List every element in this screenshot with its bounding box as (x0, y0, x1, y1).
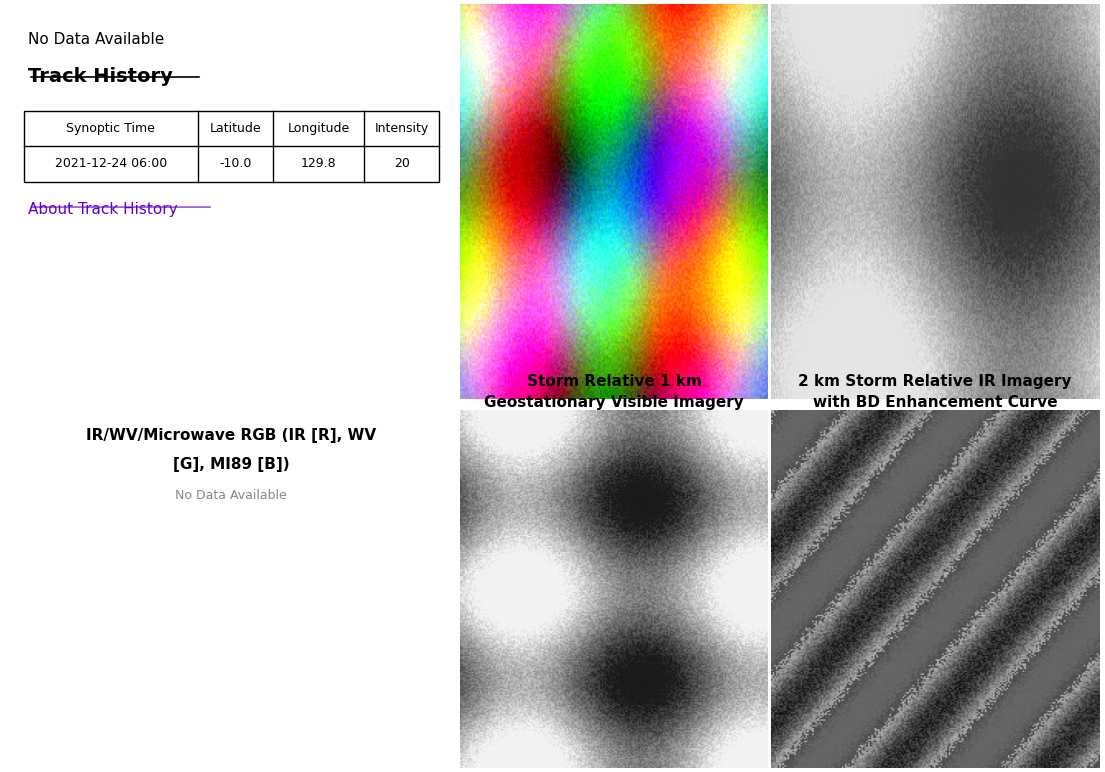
Text: Track History: Track History (28, 67, 173, 86)
Text: IR/WV/Microwave RGB (IR [R], WV: IR/WV/Microwave RGB (IR [R], WV (86, 428, 377, 443)
Text: Latitude: Latitude (210, 122, 261, 135)
Text: No Data Available: No Data Available (28, 32, 165, 46)
Text: Synoptic Time: Synoptic Time (66, 122, 156, 135)
Text: Geostationary Visible Imagery: Geostationary Visible Imagery (484, 395, 744, 411)
Bar (23, 110, 439, 181)
Text: Loop | Latest Image | Archive | About: Loop | Latest Image | Archive | About (819, 415, 1051, 428)
Text: 2 km Storm Relative IR Imagery: 2 km Storm Relative IR Imagery (799, 374, 1072, 389)
Text: No Data Available: No Data Available (176, 489, 287, 502)
Text: Storm Relative 1 km: Storm Relative 1 km (527, 374, 702, 389)
Text: with BD Enhancement Curve: with BD Enhancement Curve (813, 395, 1057, 411)
Text: Loop | Latest Image | Archive | About: Loop | Latest Image | Archive | About (498, 415, 730, 428)
Text: -10.0: -10.0 (219, 157, 252, 171)
Text: [G], MI89 [B]): [G], MI89 [B]) (173, 457, 290, 472)
Text: 2021-12-24 06:00: 2021-12-24 06:00 (55, 157, 167, 171)
Text: 20: 20 (393, 157, 410, 171)
Text: About Track History: About Track History (28, 201, 178, 216)
Text: 129.8: 129.8 (301, 157, 336, 171)
Text: Time of Latest Image: 2021-12-24 06:20: Time of Latest Image: 2021-12-24 06:20 (487, 438, 740, 452)
Text: Intensity: Intensity (375, 122, 429, 135)
Text: Time of Latest Image: 2021-12-24 00:19: Time of Latest Image: 2021-12-24 00:19 (809, 438, 1062, 452)
Text: Longitude: Longitude (287, 122, 349, 135)
